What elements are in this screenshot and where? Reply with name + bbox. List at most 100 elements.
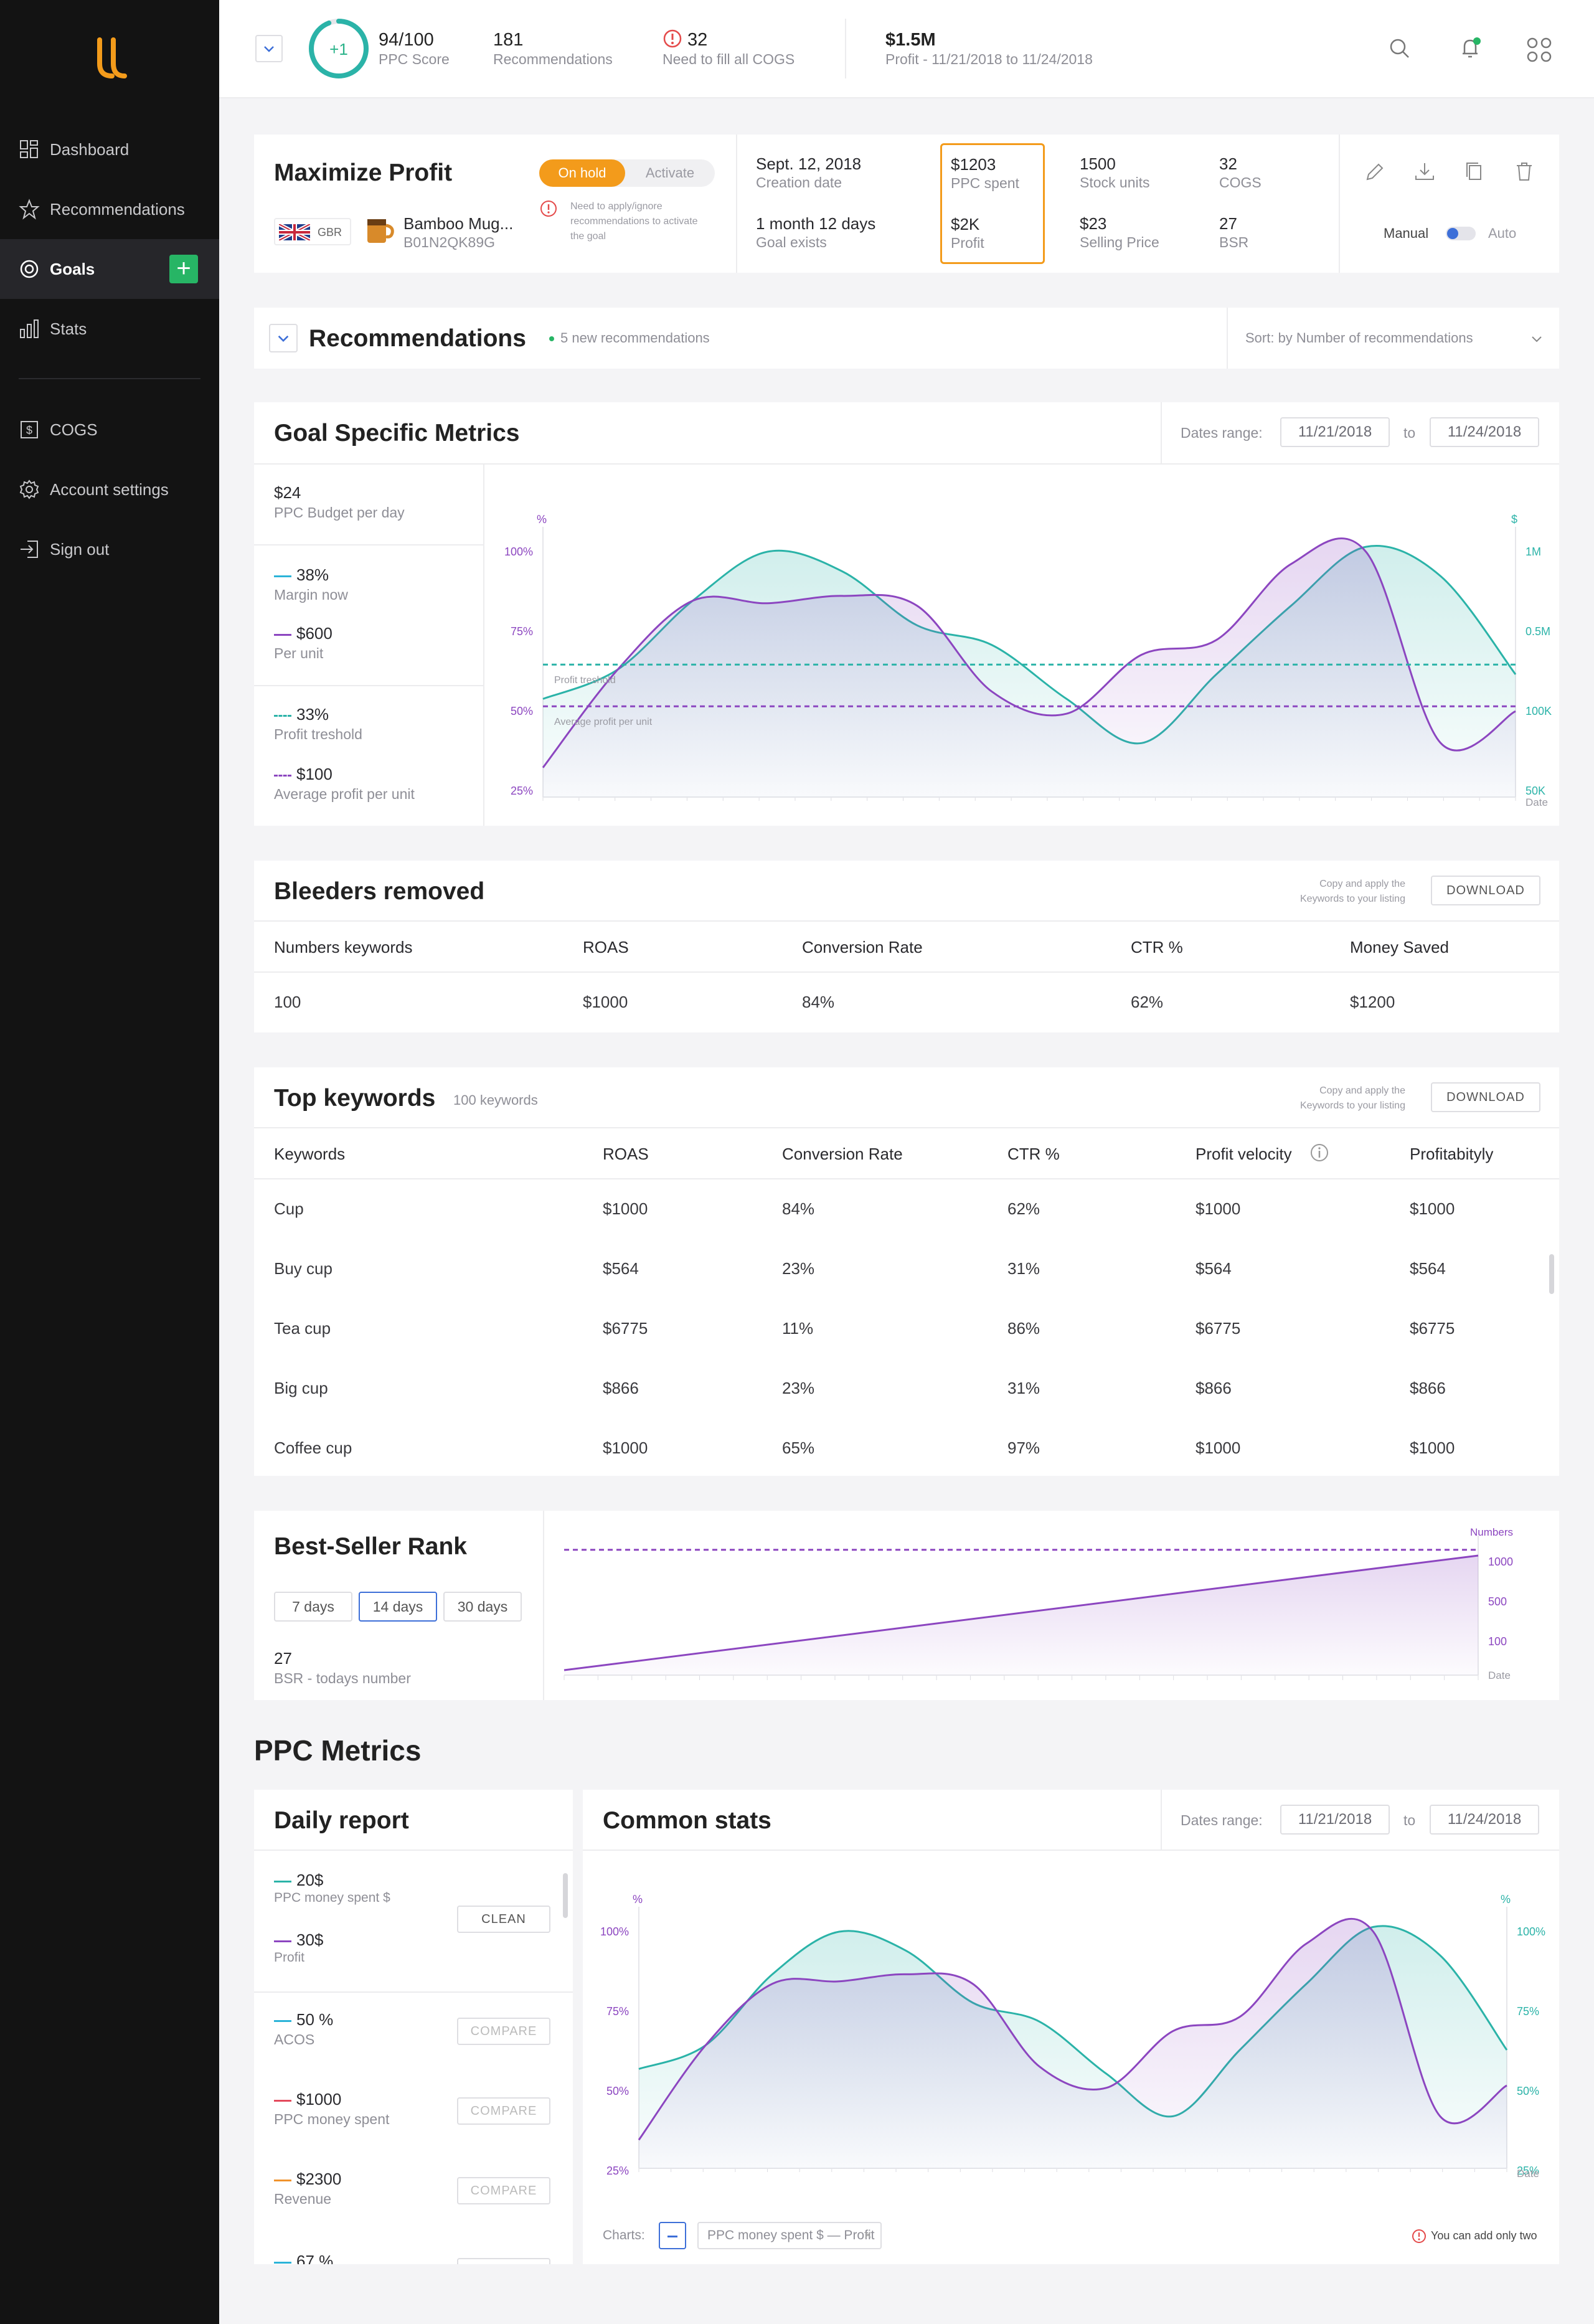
- logo: [97, 37, 127, 78]
- x-axis-label: Date: [1517, 2168, 1539, 2180]
- range-7-days[interactable]: 7 days: [274, 1592, 352, 1622]
- top-keywords-title: Top keywords: [274, 1085, 436, 1112]
- info-icon[interactable]: [1309, 1142, 1330, 1163]
- table-cell: $1000: [603, 1199, 648, 1218]
- product-asin: B01N2QK89G: [403, 234, 496, 250]
- y-tick-label: 50%: [606, 2085, 629, 2097]
- manual-label: Manual: [1384, 225, 1429, 241]
- cogs-missing-label: Need to fill all COGS: [663, 51, 795, 67]
- chart-chip[interactable]: PPC money spent $ — Profit ×: [697, 2222, 882, 2249]
- sidebar-item-dashboard[interactable]: Dashboard: [0, 120, 219, 179]
- chevron-down-icon: [278, 335, 289, 342]
- daily-label: PPC money spent $: [274, 1891, 390, 1905]
- table-cell: $866: [1196, 1379, 1232, 1397]
- sidebar-item-sign-out[interactable]: Sign out: [0, 519, 219, 579]
- ppc-score-ring: +1: [309, 19, 369, 78]
- table-scrollbar[interactable]: [1549, 1254, 1554, 1294]
- table-cell: 97%: [1007, 1438, 1040, 1457]
- header-divider: [845, 19, 846, 78]
- compare-button[interactable]: COMPARE: [457, 2018, 550, 2045]
- close-icon[interactable]: ×: [864, 2228, 872, 2242]
- highlighted-metrics: $1203 PPC spent $2K Profit: [940, 143, 1045, 264]
- table-cell: $1000: [1410, 1438, 1455, 1457]
- table-cell: 86%: [1007, 1319, 1040, 1338]
- sidebar-item-goals[interactable]: Goals +: [0, 239, 219, 299]
- keyword-cell[interactable]: Big cup: [274, 1379, 328, 1397]
- column-header: ROAS: [603, 1145, 649, 1163]
- activate-option[interactable]: Activate: [645, 165, 695, 181]
- selling-price: $23: [1080, 214, 1107, 233]
- range-14-days[interactable]: 14 days: [359, 1592, 437, 1622]
- range-30-days[interactable]: 30 days: [443, 1592, 522, 1622]
- y-axis-unit: $: [1511, 513, 1517, 526]
- compare-button[interactable]: COMPARE: [457, 2097, 550, 2125]
- series-area: [543, 538, 1516, 797]
- table-cell: $6775: [603, 1319, 648, 1338]
- table-cell: 100: [274, 993, 301, 1011]
- annotation: Average profit per unit: [554, 717, 653, 727]
- edit-icon[interactable]: [1362, 159, 1387, 184]
- sidebar-item-cogs[interactable]: $ COGS: [0, 400, 219, 460]
- search-icon[interactable]: [1387, 36, 1412, 61]
- collapse-dropdown-button[interactable]: [255, 35, 283, 62]
- common-stats-title: Common stats: [603, 1807, 771, 1834]
- chevron-down-icon: [264, 46, 274, 52]
- y-tick-label: 25%: [511, 785, 533, 797]
- date-from-input[interactable]: 11/21/2018: [1280, 417, 1390, 447]
- manual-auto-toggle[interactable]: [1446, 227, 1476, 240]
- keywords-count: 100 keywords: [453, 1092, 538, 1108]
- product-name[interactable]: Bamboo Mug...: [403, 214, 514, 233]
- star-icon: [19, 199, 40, 220]
- column-header: Numbers keywords: [274, 938, 413, 957]
- daily-label: PPC money spent: [274, 2111, 390, 2127]
- goal-profit: $2K: [951, 215, 980, 234]
- divider: [1161, 1790, 1162, 1849]
- on-hold-option[interactable]: On hold: [539, 159, 625, 187]
- daily-scrollbar[interactable]: [563, 1873, 568, 1918]
- copy-icon[interactable]: [1462, 159, 1487, 184]
- bell-icon[interactable]: [1457, 35, 1484, 62]
- sidebar-item-stats[interactable]: Stats: [0, 299, 219, 359]
- keyword-cell[interactable]: Tea cup: [274, 1319, 331, 1338]
- divider: [254, 971, 1559, 973]
- new-recommendations-count: 5 new recommendations: [560, 330, 710, 346]
- y-tick-label: 50K: [1526, 785, 1545, 797]
- clean-button[interactable]: CLEAN: [457, 1906, 550, 1933]
- keyword-cell[interactable]: Buy cup: [274, 1259, 332, 1278]
- table-cell: $1000: [583, 993, 628, 1011]
- add-goal-button[interactable]: +: [169, 255, 198, 283]
- ppc-spent-label: PPC spent: [951, 175, 1019, 191]
- divider: [254, 1127, 1559, 1128]
- compare-button[interactable]: COMPARE: [457, 2177, 550, 2204]
- sidebar-item-account-settings[interactable]: Account settings: [0, 460, 219, 519]
- status-toggle[interactable]: On hold Activate: [539, 159, 715, 187]
- chart-selector-button[interactable]: [659, 2222, 686, 2249]
- metric-value: $100: [274, 765, 332, 784]
- warning-icon: [540, 201, 557, 217]
- sidebar-item-recommendations[interactable]: Recommendations: [0, 179, 219, 239]
- product-image: [367, 219, 394, 243]
- table-cell: 84%: [802, 993, 835, 1011]
- metric-value: 38%: [274, 565, 329, 585]
- keyword-cell[interactable]: Coffee cup: [274, 1438, 352, 1457]
- download-icon[interactable]: [1412, 159, 1437, 184]
- ppc-score-label: PPC Score: [379, 51, 450, 67]
- profit-value: $1.5M: [885, 30, 936, 50]
- download-button[interactable]: DOWNLOAD: [1431, 1082, 1540, 1112]
- expand-recommendations-button[interactable]: [269, 324, 298, 352]
- date-from-input[interactable]: 11/21/2018: [1280, 1805, 1390, 1835]
- date-to-input[interactable]: 11/24/2018: [1430, 417, 1539, 447]
- download-button[interactable]: DOWNLOAD: [1431, 876, 1540, 905]
- bsr-label: BSR: [1219, 234, 1249, 250]
- divider: [254, 920, 1559, 922]
- trash-icon[interactable]: [1512, 159, 1537, 184]
- compare-button[interactable]: [457, 2258, 550, 2264]
- table-cell: $1000: [1196, 1199, 1241, 1218]
- creation-date: Sept. 12, 2018: [756, 154, 862, 173]
- metric-label: Profit treshold: [274, 726, 362, 742]
- apps-grid-icon[interactable]: [1526, 36, 1553, 64]
- chevron-down-icon[interactable]: [1524, 326, 1549, 351]
- keyword-cell[interactable]: Cup: [274, 1199, 304, 1218]
- date-to-input[interactable]: 11/24/2018: [1430, 1805, 1539, 1835]
- sort-dropdown[interactable]: Sort: by Number of recommendations: [1245, 330, 1473, 346]
